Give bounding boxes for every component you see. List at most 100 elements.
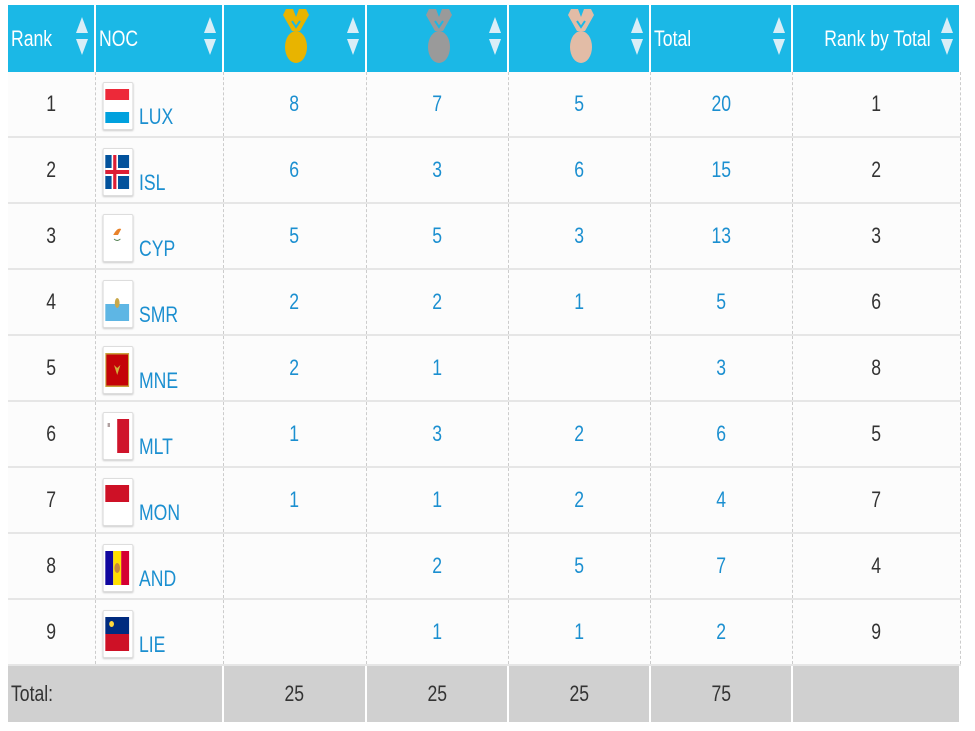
noc-cell[interactable]: MNE	[95, 335, 224, 402]
bronze-cell: 1	[508, 269, 651, 336]
noc-link[interactable]: CYP	[138, 236, 175, 261]
noc-cell[interactable]: CYP	[95, 203, 224, 270]
noc-link[interactable]: AND	[138, 566, 176, 591]
silver-cell: 7	[366, 72, 509, 138]
gold-cell: 1	[223, 467, 367, 534]
rank-cell: 1	[8, 72, 96, 138]
flag-lux-icon	[102, 82, 133, 130]
bronze-cell: 3	[508, 203, 651, 270]
rank-by-total-cell: 2	[792, 137, 961, 204]
total-cell: 13	[650, 203, 793, 270]
table-row: 2 ISL 6 3 6 15 2	[8, 137, 961, 204]
medal-icon	[283, 8, 309, 63]
header-silver[interactable]	[366, 5, 509, 72]
gold-cell: 8	[223, 72, 367, 138]
total-cell: 7	[650, 533, 793, 600]
bronze-medal-icon	[566, 8, 596, 70]
noc-cell[interactable]: AND	[95, 533, 224, 600]
noc-cell[interactable]: MLT	[95, 401, 224, 468]
table-row: 6 MLT 1 3 2 6 5	[8, 401, 961, 468]
bronze-cell: 5	[508, 72, 651, 138]
total-cell: 15	[650, 137, 793, 204]
totals-row: Total: 25 25 25 75	[8, 665, 961, 722]
table-row: 3 CYP 5 5 3 13 3	[8, 203, 961, 270]
flag-mlt-icon	[102, 412, 133, 460]
total-cell: 5	[650, 269, 793, 336]
gold-total: 25	[223, 665, 367, 722]
header-total[interactable]: Total	[650, 5, 793, 72]
medal-icon	[425, 8, 452, 63]
sort-arrows-icon[interactable]	[631, 17, 643, 61]
gold-cell: 2	[223, 335, 367, 402]
silver-cell: 2	[366, 269, 509, 336]
rank-cell: 2	[8, 137, 96, 204]
bronze-cell: 2	[508, 401, 651, 468]
medal-table: Rank NOC Total Rank by Total 1 LUX 8 7 5…	[8, 5, 961, 722]
flag-mon-icon	[102, 478, 133, 526]
rank-by-total-cell: 8	[792, 335, 961, 402]
flag-lie-icon	[102, 610, 133, 658]
noc-cell[interactable]: ISL	[95, 137, 224, 204]
bronze-cell: 1	[508, 599, 651, 666]
gold-cell: 2	[223, 269, 367, 336]
bronze-cell: 5	[508, 533, 651, 600]
sort-arrows-icon[interactable]	[489, 17, 501, 61]
flag-mne-icon	[102, 346, 133, 394]
rank-by-total-cell: 5	[792, 401, 961, 468]
table-row: 9 LIE 1 1 2 9	[8, 599, 961, 666]
noc-link[interactable]: MNE	[138, 368, 178, 393]
silver-cell: 2	[366, 533, 509, 600]
noc-link[interactable]: SMR	[138, 302, 178, 327]
rank-cell: 5	[8, 335, 96, 402]
header-noc[interactable]: NOC	[95, 5, 224, 72]
flag-and-icon	[102, 544, 133, 592]
gold-cell	[223, 533, 367, 600]
rank-by-total-cell: 4	[792, 533, 961, 600]
gold-medal-icon	[281, 8, 311, 70]
header-rank-by-total[interactable]: Rank by Total	[792, 5, 961, 72]
noc-link[interactable]: MON	[138, 500, 180, 525]
noc-link[interactable]: MLT	[138, 434, 173, 459]
noc-cell[interactable]: SMR	[95, 269, 224, 336]
flag-cyp-icon	[102, 214, 133, 262]
header-bronze[interactable]	[508, 5, 651, 72]
medal-icon	[567, 8, 594, 63]
grand-total: 75	[650, 665, 793, 722]
rank-cell: 4	[8, 269, 96, 336]
silver-cell: 1	[366, 335, 509, 402]
gold-cell: 6	[223, 137, 367, 204]
sort-arrows-icon[interactable]	[204, 17, 216, 61]
sort-arrows-icon[interactable]	[347, 17, 359, 61]
table-row: 4 SMR 2 2 1 5 6	[8, 269, 961, 336]
noc-cell[interactable]: LUX	[95, 72, 224, 138]
rank-by-total-cell: 6	[792, 269, 961, 336]
total-cell: 4	[650, 467, 793, 534]
flag-smr-icon	[102, 280, 133, 328]
gold-cell: 1	[223, 401, 367, 468]
header-gold[interactable]	[223, 5, 367, 72]
noc-link[interactable]: LUX	[138, 104, 173, 129]
noc-link[interactable]: LIE	[138, 632, 165, 657]
noc-cell[interactable]: MON	[95, 467, 224, 534]
noc-cell[interactable]: LIE	[95, 599, 224, 666]
silver-cell: 1	[366, 467, 509, 534]
table-row: 7 MON 1 1 2 4 7	[8, 467, 961, 534]
gold-cell: 5	[223, 203, 367, 270]
bronze-cell: 2	[508, 467, 651, 534]
total-cell: 2	[650, 599, 793, 666]
sort-arrows-icon[interactable]	[941, 17, 953, 61]
bronze-total: 25	[508, 665, 651, 722]
sort-arrows-icon[interactable]	[773, 17, 785, 61]
rank-cell: 8	[8, 533, 96, 600]
flag-isl-icon	[102, 148, 133, 196]
header-rank[interactable]: Rank	[8, 5, 96, 72]
gold-cell	[223, 599, 367, 666]
rank-by-total-cell: 7	[792, 467, 961, 534]
silver-cell: 3	[366, 137, 509, 204]
rank-by-total-total	[792, 665, 961, 722]
rank-cell: 9	[8, 599, 96, 666]
noc-link[interactable]: ISL	[138, 170, 165, 195]
rank-by-total-cell: 9	[792, 599, 961, 666]
sort-arrows-icon[interactable]	[76, 17, 88, 61]
silver-cell: 5	[366, 203, 509, 270]
